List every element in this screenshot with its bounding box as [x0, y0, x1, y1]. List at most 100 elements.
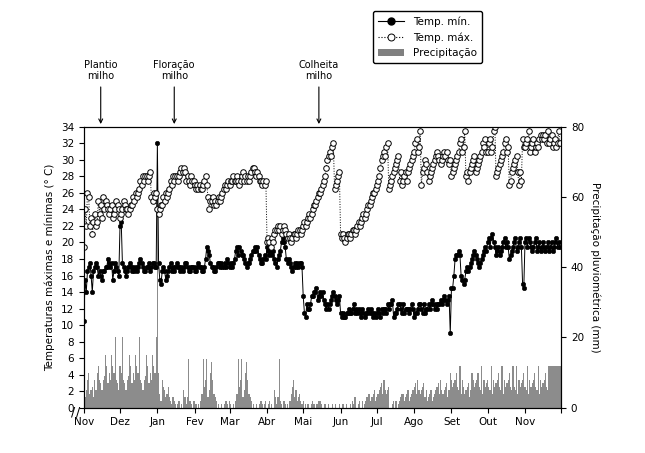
- Bar: [509, 372, 510, 408]
- Bar: [319, 401, 321, 408]
- Bar: [183, 390, 184, 408]
- Bar: [352, 401, 353, 408]
- Bar: [417, 380, 419, 408]
- Bar: [435, 390, 437, 408]
- Bar: [208, 390, 210, 408]
- Bar: [130, 366, 132, 408]
- Bar: [423, 383, 424, 408]
- Bar: [490, 390, 491, 408]
- Bar: [513, 387, 515, 408]
- Bar: [446, 383, 447, 408]
- Bar: [216, 401, 217, 408]
- Bar: [125, 390, 126, 408]
- Bar: [462, 380, 463, 408]
- Bar: [559, 366, 561, 408]
- Bar: [164, 390, 165, 408]
- Bar: [139, 337, 140, 408]
- Bar: [95, 390, 97, 408]
- Bar: [487, 380, 488, 408]
- Bar: [128, 376, 129, 408]
- Bar: [163, 387, 164, 408]
- Bar: [106, 366, 107, 408]
- Bar: [458, 390, 459, 408]
- Bar: [464, 394, 465, 408]
- Bar: [362, 401, 363, 408]
- Bar: [379, 390, 380, 408]
- Bar: [193, 401, 194, 408]
- Bar: [453, 383, 455, 408]
- Bar: [136, 366, 137, 408]
- Bar: [550, 366, 551, 408]
- Bar: [413, 387, 415, 408]
- Bar: [153, 366, 154, 408]
- Bar: [243, 397, 244, 408]
- Bar: [112, 366, 114, 408]
- Text: Floração
milho: Floração milho: [154, 60, 195, 123]
- Bar: [353, 404, 355, 408]
- Bar: [273, 390, 275, 408]
- Bar: [372, 397, 373, 408]
- Bar: [475, 383, 476, 408]
- Bar: [468, 383, 469, 408]
- Bar: [99, 380, 100, 408]
- Bar: [519, 380, 520, 408]
- Bar: [93, 397, 94, 408]
- Bar: [401, 394, 402, 408]
- Bar: [480, 390, 481, 408]
- Bar: [452, 387, 453, 408]
- Bar: [133, 372, 134, 408]
- Bar: [168, 387, 169, 408]
- Bar: [556, 366, 557, 408]
- Bar: [421, 390, 422, 408]
- Bar: [476, 380, 477, 408]
- Bar: [265, 401, 266, 408]
- Bar: [411, 394, 412, 408]
- Bar: [408, 390, 409, 408]
- Bar: [465, 390, 466, 408]
- Bar: [184, 397, 186, 408]
- Bar: [268, 404, 269, 408]
- Bar: [451, 380, 452, 408]
- Bar: [437, 383, 439, 408]
- Bar: [534, 372, 535, 408]
- Bar: [483, 380, 484, 408]
- Bar: [447, 397, 448, 408]
- Bar: [419, 394, 421, 408]
- Bar: [426, 390, 427, 408]
- Y-axis label: Precipitação pluviométrica (mm): Precipitação pluviométrica (mm): [590, 182, 600, 352]
- Bar: [535, 387, 537, 408]
- Bar: [259, 404, 261, 408]
- Bar: [147, 366, 148, 408]
- Bar: [104, 376, 105, 408]
- Bar: [121, 372, 122, 408]
- Bar: [155, 337, 157, 408]
- Bar: [482, 394, 483, 408]
- Bar: [172, 397, 174, 408]
- Bar: [539, 394, 540, 408]
- Bar: [544, 380, 545, 408]
- Bar: [87, 380, 88, 408]
- Bar: [203, 359, 204, 408]
- Bar: [526, 390, 527, 408]
- Bar: [229, 401, 230, 408]
- Bar: [393, 401, 394, 408]
- Bar: [395, 401, 397, 408]
- Bar: [358, 404, 359, 408]
- Bar: [275, 397, 276, 408]
- Bar: [108, 372, 110, 408]
- Text: Plantio
milho: Plantio milho: [84, 60, 117, 123]
- Bar: [161, 401, 162, 408]
- Bar: [213, 394, 215, 408]
- Bar: [86, 390, 87, 408]
- Bar: [415, 383, 416, 408]
- Bar: [466, 387, 468, 408]
- Bar: [410, 397, 411, 408]
- Bar: [117, 383, 118, 408]
- Bar: [218, 404, 219, 408]
- Bar: [299, 394, 300, 408]
- Bar: [279, 359, 280, 408]
- Bar: [204, 387, 205, 408]
- Bar: [88, 372, 89, 408]
- Bar: [247, 380, 248, 408]
- Bar: [474, 387, 475, 408]
